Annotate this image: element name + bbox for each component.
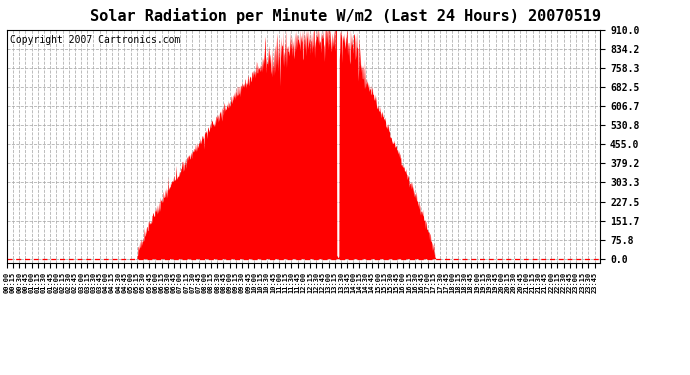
Text: Copyright 2007 Cartronics.com: Copyright 2007 Cartronics.com xyxy=(10,34,180,45)
Text: Solar Radiation per Minute W/m2 (Last 24 Hours) 20070519: Solar Radiation per Minute W/m2 (Last 24… xyxy=(90,8,600,24)
